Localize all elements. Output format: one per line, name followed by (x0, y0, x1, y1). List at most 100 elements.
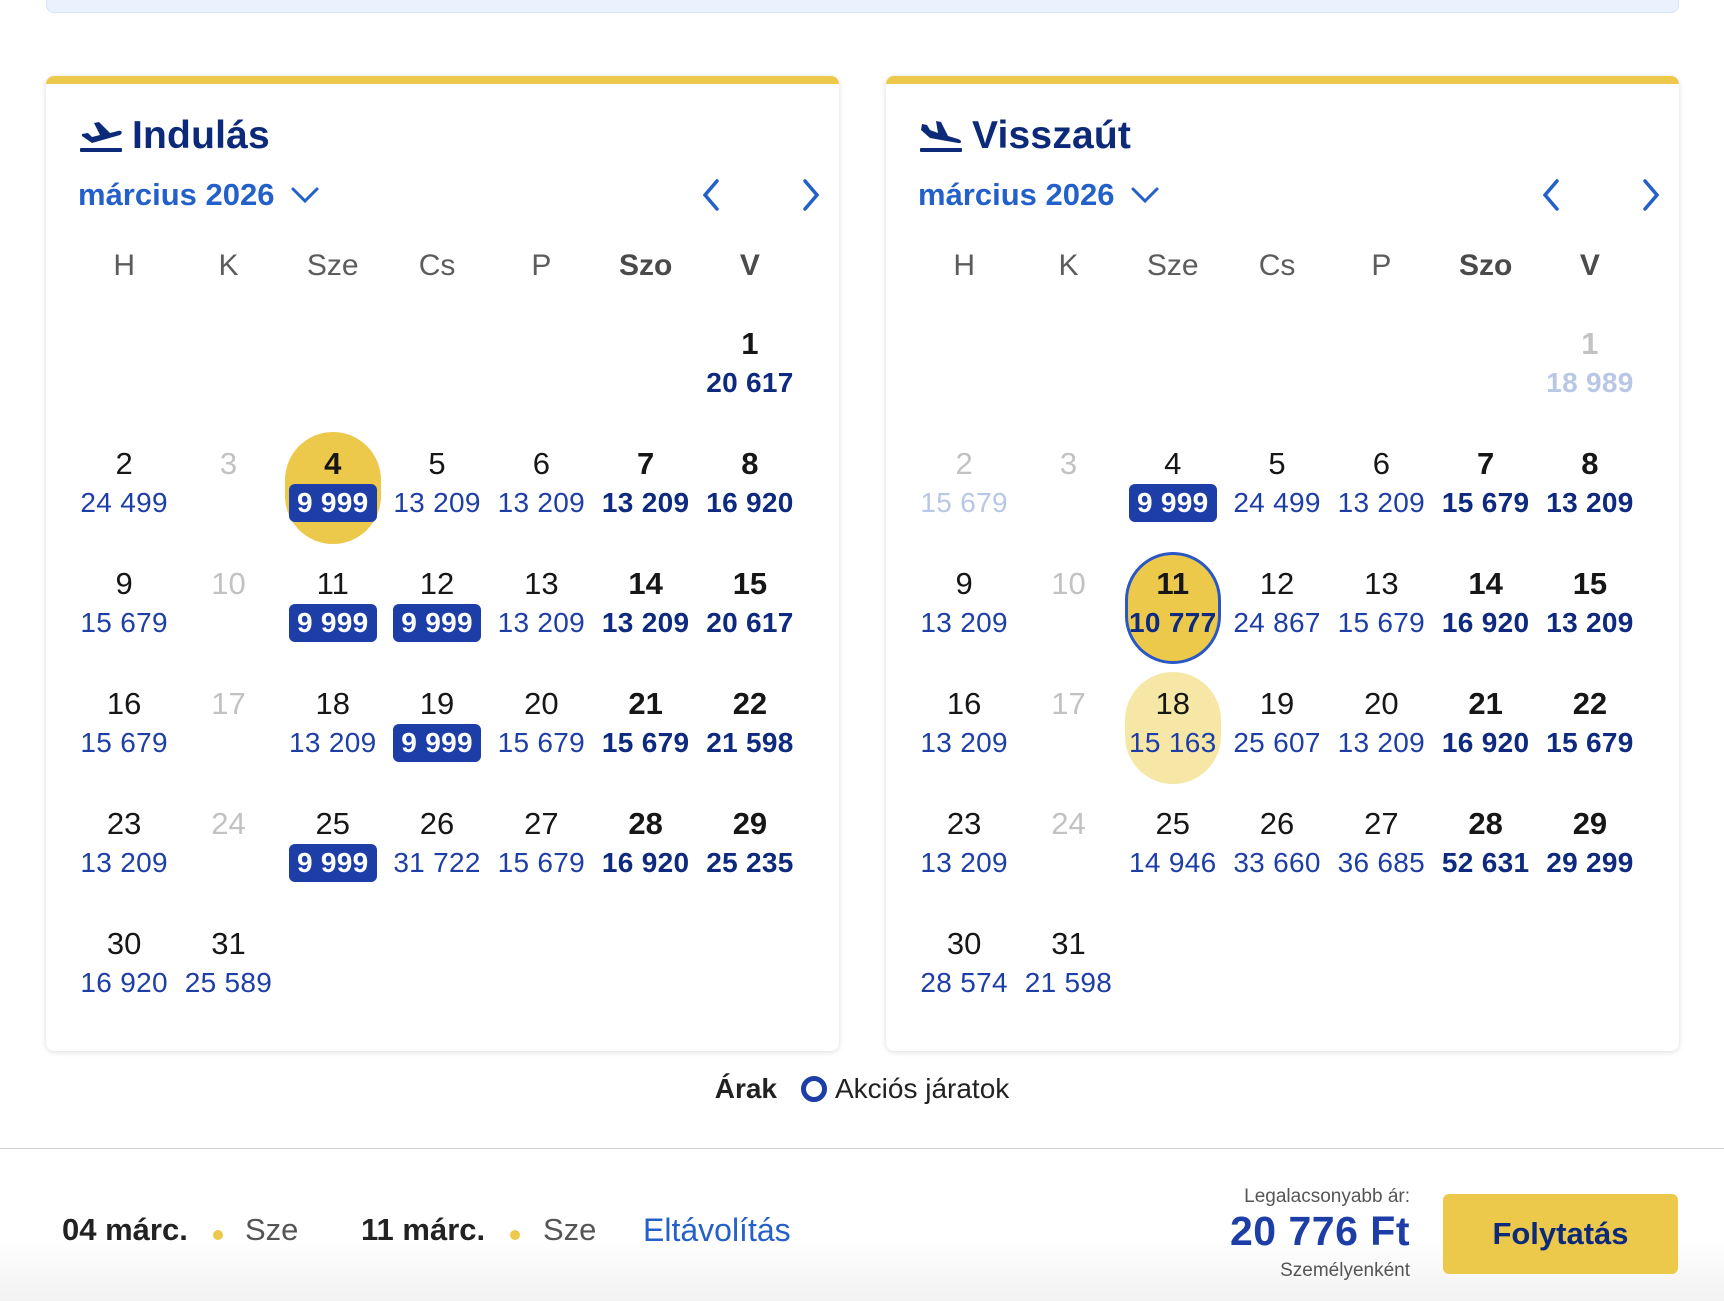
month-label: március 2026 (78, 177, 275, 212)
remove-link[interactable]: Eltávolítás (643, 1212, 791, 1248)
return-weekday: Sze (543, 1212, 597, 1247)
return-date: 11 márc. (361, 1212, 486, 1247)
day-cell[interactable]: 5 24 499 (1225, 436, 1329, 556)
day-cell[interactable]: 2 24 499 (72, 436, 176, 556)
month-selector[interactable]: március 2026 (918, 172, 1160, 218)
promo-price-badge: 9 999 (393, 604, 481, 642)
day-cell[interactable]: 15 20 617 (698, 556, 802, 676)
day-cell: 3 (176, 436, 280, 556)
day-cell[interactable]: 8 13 209 (1538, 436, 1642, 556)
day-cell[interactable]: 6 13 209 (1329, 436, 1433, 556)
day-cell[interactable]: 13 13 209 (489, 556, 593, 676)
day-price: 13 209 (1337, 727, 1426, 758)
separator-dot (510, 1230, 520, 1240)
day-cell[interactable]: 18 15 163 (1121, 672, 1225, 796)
weekday-label: P (1371, 249, 1392, 282)
day-cell[interactable]: 21 15 679 (593, 676, 697, 796)
day-cell[interactable]: 30 16 920 (72, 916, 176, 1036)
weekday-label: Cs (418, 249, 456, 282)
continue-button[interactable]: Folytatás (1443, 1194, 1678, 1274)
day-cell[interactable]: 12 9 999 (385, 556, 489, 676)
day-cell[interactable]: 16 13 209 (912, 676, 1016, 796)
day-cell[interactable]: 26 33 660 (1225, 796, 1329, 916)
day-price: 15 679 (601, 727, 690, 758)
day-price: 13 209 (1546, 487, 1634, 518)
day-cell[interactable]: 26 31 722 (385, 796, 489, 916)
day-cell[interactable]: 28 52 631 (1433, 796, 1537, 916)
day-number: 10 (1051, 566, 1086, 601)
day-cell[interactable]: 1 20 617 (698, 316, 802, 436)
day-number: 24 (211, 806, 246, 841)
day-price: 13 209 (80, 847, 168, 878)
weekday-label: P (531, 249, 552, 282)
day-price: 33 660 (1233, 847, 1321, 878)
day-cell[interactable]: 29 25 235 (698, 796, 802, 916)
day-grid: 1 20 617 2 24 499 3 4 9 999 5 13 209 6 13 209 7 13 2… (72, 316, 802, 1036)
day-cell[interactable]: 8 16 920 (698, 436, 802, 556)
day-cell[interactable]: 11 9 999 (281, 556, 385, 676)
day-cell[interactable]: 22 15 679 (1538, 676, 1642, 796)
day-price: 31 722 (393, 847, 481, 878)
day-cell[interactable]: 29 29 299 (1538, 796, 1642, 916)
day-number: 18 (315, 686, 350, 721)
day-number: 20 (524, 686, 559, 721)
day-cell[interactable]: 27 36 685 (1329, 796, 1433, 916)
day-cell[interactable]: 7 13 209 (593, 436, 697, 556)
day-cell[interactable]: 23 13 209 (72, 796, 176, 916)
outbound-date: 04 márc. (62, 1212, 188, 1247)
previous-month-button[interactable] (686, 172, 736, 218)
day-cell[interactable]: 20 15 679 (489, 676, 593, 796)
day-cell[interactable]: 19 25 607 (1225, 676, 1329, 796)
day-number: 1 (741, 326, 759, 361)
day-cell[interactable]: 6 13 209 (489, 436, 593, 556)
day-price: 52 631 (1441, 847, 1530, 878)
day-number: 30 (946, 926, 982, 961)
day-cell[interactable]: 13 15 679 (1329, 556, 1433, 676)
day-cell[interactable]: 7 15 679 (1433, 436, 1537, 556)
day-cell[interactable]: 11 10 777 (1121, 552, 1225, 676)
previous-month-button[interactable] (1526, 172, 1576, 218)
day-cell[interactable]: 20 13 209 (1329, 676, 1433, 796)
day-price: 13 209 (1337, 487, 1426, 518)
day-cell[interactable]: 30 28 574 (912, 916, 1016, 1036)
day-cell[interactable]: 21 16 920 (1433, 676, 1537, 796)
day-number: 28 (628, 806, 663, 841)
day-number: 28 (1468, 806, 1503, 841)
day-cell[interactable]: 25 14 946 (1121, 796, 1225, 916)
day-cell[interactable]: 14 16 920 (1433, 556, 1537, 676)
day-cell[interactable]: 15 13 209 (1538, 556, 1642, 676)
day-price: 36 685 (1337, 847, 1426, 878)
day-cell[interactable]: 25 9 999 (281, 796, 385, 916)
day-cell[interactable]: 28 16 920 (593, 796, 697, 916)
weekday-header: H K Sze Cs P Szo V (72, 244, 802, 288)
day-cell[interactable]: 27 15 679 (489, 796, 593, 916)
day-number: 1 (1581, 326, 1599, 361)
chevron-down-icon (1131, 187, 1159, 204)
day-number: 6 (1372, 446, 1390, 481)
month-selector[interactable]: március 2026 (78, 172, 320, 218)
day-cell[interactable]: 16 15 679 (72, 676, 176, 796)
month-label: március 2026 (918, 177, 1115, 212)
day-cell[interactable]: 9 15 679 (72, 556, 176, 676)
day-cell[interactable]: 31 25 589 (176, 916, 280, 1036)
calendar-title: Indulás (132, 114, 270, 157)
day-cell[interactable]: 23 13 209 (912, 796, 1016, 916)
day-cell[interactable]: 31 21 598 (1016, 916, 1120, 1036)
day-cell[interactable]: 14 13 209 (593, 556, 697, 676)
day-price: 15 679 (1546, 727, 1634, 758)
next-month-button[interactable] (786, 172, 836, 218)
day-price: 15 679 (80, 727, 168, 758)
day-cell[interactable]: 18 13 209 (281, 676, 385, 796)
day-cell[interactable]: 19 9 999 (385, 676, 489, 796)
day-cell[interactable]: 12 24 867 (1225, 556, 1329, 676)
day-cell[interactable]: 5 13 209 (385, 436, 489, 556)
next-month-button[interactable] (1626, 172, 1676, 218)
day-price: 13 209 (497, 487, 586, 518)
day-price: 24 867 (1233, 607, 1321, 638)
day-cell[interactable]: 22 21 598 (698, 676, 802, 796)
legend-label: Árak (714, 1073, 777, 1104)
day-cell[interactable]: 9 13 209 (912, 556, 1016, 676)
day-number: 26 (1259, 806, 1295, 841)
